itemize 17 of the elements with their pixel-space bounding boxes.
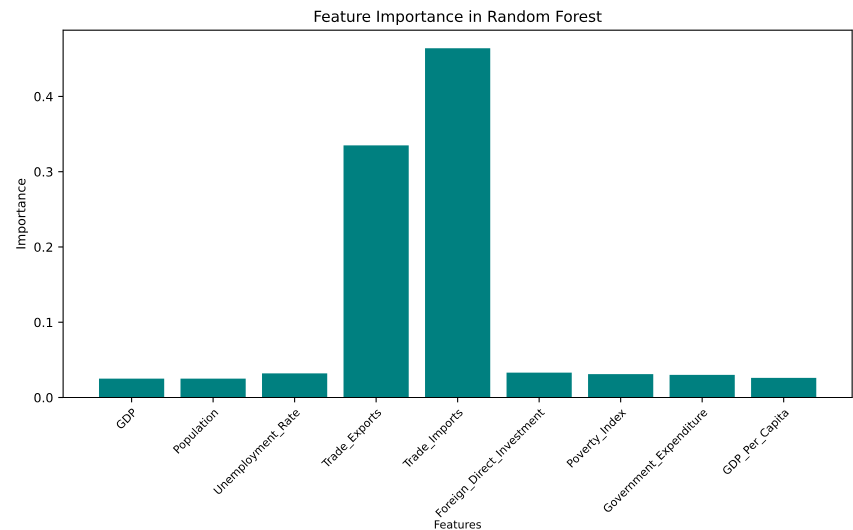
- x-axis-title: Features: [434, 520, 481, 529]
- bar: [751, 378, 816, 398]
- bar: [344, 145, 409, 398]
- y-tick-label: 0.0: [34, 392, 53, 402]
- bar: [98, 378, 164, 398]
- bar: [180, 378, 246, 398]
- bar: [425, 48, 490, 398]
- y-tick-label: 0.4: [34, 92, 53, 102]
- y-tick-label: 0.2: [34, 242, 52, 252]
- y-tick-label: 0.3: [34, 167, 52, 177]
- bar: [506, 372, 572, 398]
- bar: [670, 374, 735, 398]
- chart-title: Feature Importance in Random Forest: [314, 10, 602, 26]
- y-axis-title: Importance: [16, 178, 28, 248]
- bar: [262, 373, 328, 398]
- bar: [588, 374, 654, 398]
- y-tick-label: 0.1: [34, 318, 52, 328]
